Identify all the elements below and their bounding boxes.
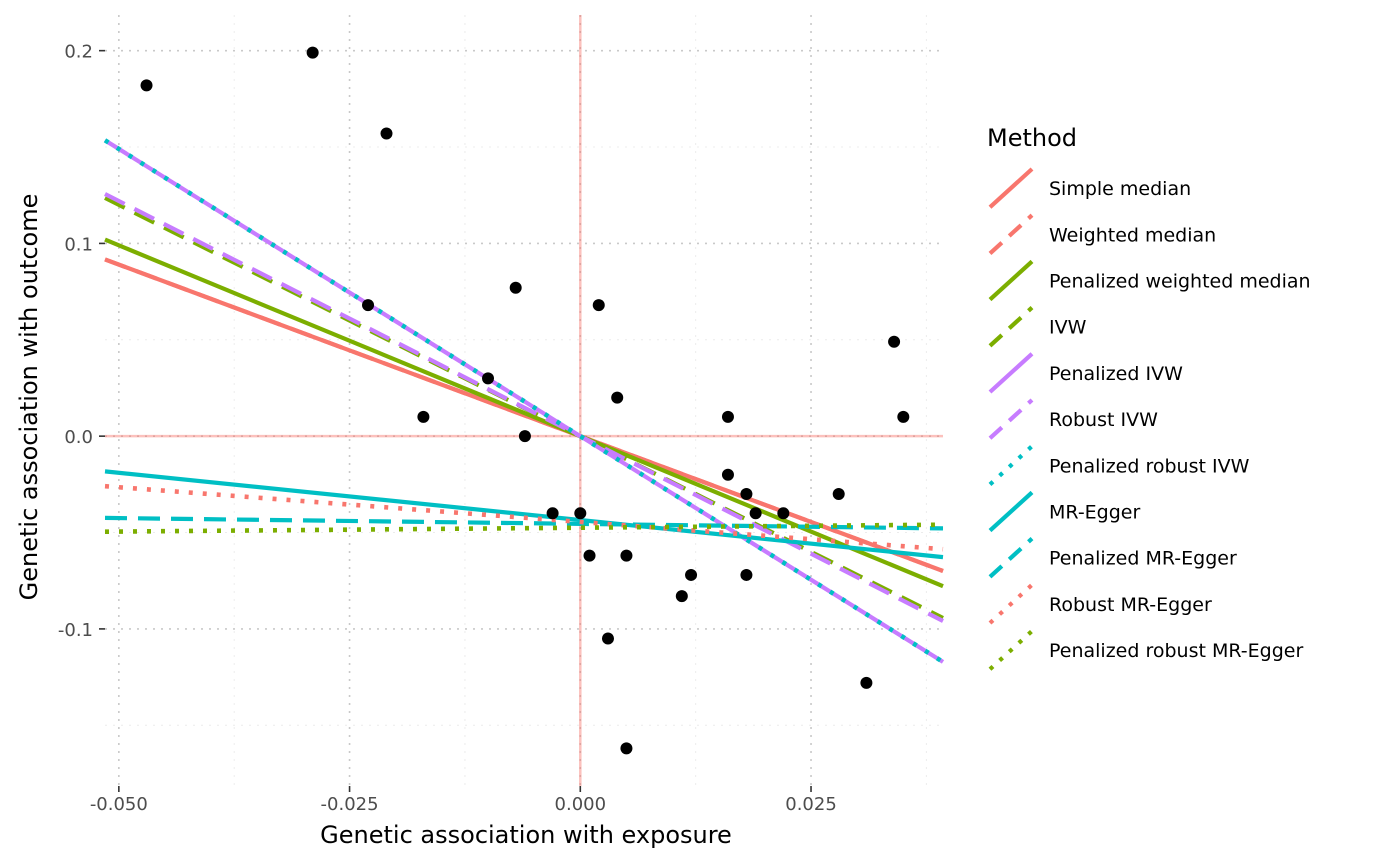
grid (105, 15, 943, 786)
data-point-22 (749, 507, 762, 520)
legend-key-1 (988, 213, 1034, 255)
legend-key-7 (988, 490, 1034, 533)
data-point-7 (518, 430, 531, 443)
series-line-6 (103, 138, 945, 664)
x-tick-label-2: 0.000 (555, 794, 607, 815)
x-axis-title: Genetic association with exposure (320, 821, 732, 849)
y-tick-label-3: 0.2 (64, 42, 93, 63)
data-point-21 (740, 568, 753, 581)
legend-key-8 (988, 537, 1034, 579)
legend-label-5: Robust IVW (1049, 409, 1158, 431)
data-point-17 (685, 568, 698, 581)
data-point-6 (509, 281, 522, 294)
regression-lines (103, 138, 945, 664)
data-point-14 (620, 549, 633, 562)
data-point-12 (601, 632, 614, 645)
data-points (140, 46, 910, 755)
y-tick-label-1: 0.0 (64, 427, 93, 448)
legend-key-9 (988, 583, 1034, 625)
data-point-24 (832, 487, 845, 500)
data-point-2 (380, 127, 393, 140)
data-point-0 (140, 79, 153, 92)
legend-key-3 (988, 306, 1034, 348)
data-point-19 (721, 468, 734, 481)
data-point-4 (417, 410, 430, 423)
x-tick-label-1: -0.025 (321, 794, 379, 815)
data-point-13 (611, 391, 624, 404)
legend-label-6: Penalized robust IVW (1049, 455, 1250, 477)
data-point-15 (620, 742, 633, 755)
legend-label-8: Penalized MR-Egger (1049, 548, 1237, 570)
data-point-9 (574, 507, 587, 520)
legend-key-2 (988, 259, 1034, 302)
legend-title: Method (987, 124, 1077, 152)
data-point-5 (482, 372, 495, 385)
legend-label-3: IVW (1049, 317, 1087, 339)
legend-key-6 (988, 444, 1034, 486)
axis-ticks: -0.050 -0.025 0.000 0.025 -0.1 0.0 0.1 0.2 (58, 42, 837, 815)
data-point-11 (592, 299, 605, 312)
data-point-16 (675, 590, 688, 603)
legend-label-10: Penalized robust MR-Egger (1049, 640, 1303, 662)
data-point-10 (583, 549, 596, 562)
x-tick-label-3: 0.025 (785, 794, 837, 815)
legend-key-4 (988, 352, 1034, 394)
legend-label-0: Simple median (1049, 178, 1191, 200)
x-tick-label-0: -0.050 (90, 794, 148, 815)
data-point-27 (897, 410, 910, 423)
series-line-1 (104, 257, 944, 573)
legend-label-2: Penalized weighted median (1049, 271, 1311, 293)
series-line-7 (104, 469, 944, 560)
data-point-8 (546, 507, 559, 520)
series-line-2 (104, 237, 944, 589)
series-line-5 (104, 192, 944, 623)
y-tick-label-0: -0.1 (58, 620, 93, 641)
legend: Method Simple median Weighted median Penal… (987, 124, 1311, 671)
data-point-25 (860, 676, 873, 689)
data-point-23 (777, 507, 790, 520)
legend-key-0 (988, 167, 1034, 209)
legend-label-1: Weighted median (1049, 224, 1216, 246)
y-tick-label-2: 0.1 (64, 234, 93, 255)
data-point-3 (362, 299, 375, 312)
y-axis-title: Genetic association with outcome (15, 194, 43, 601)
data-point-26 (888, 335, 901, 348)
legend-key-10 (988, 629, 1034, 671)
series-line-8 (104, 515, 944, 531)
legend-key-5 (988, 398, 1034, 440)
legend-label-7: MR-Egger (1049, 502, 1140, 524)
data-point-20 (740, 487, 753, 500)
series-line-9 (104, 483, 944, 552)
legend-label-9: Robust MR-Egger (1049, 594, 1212, 616)
legend-label-4: Penalized IVW (1049, 363, 1183, 385)
data-point-1 (306, 46, 319, 59)
data-point-18 (721, 410, 734, 423)
